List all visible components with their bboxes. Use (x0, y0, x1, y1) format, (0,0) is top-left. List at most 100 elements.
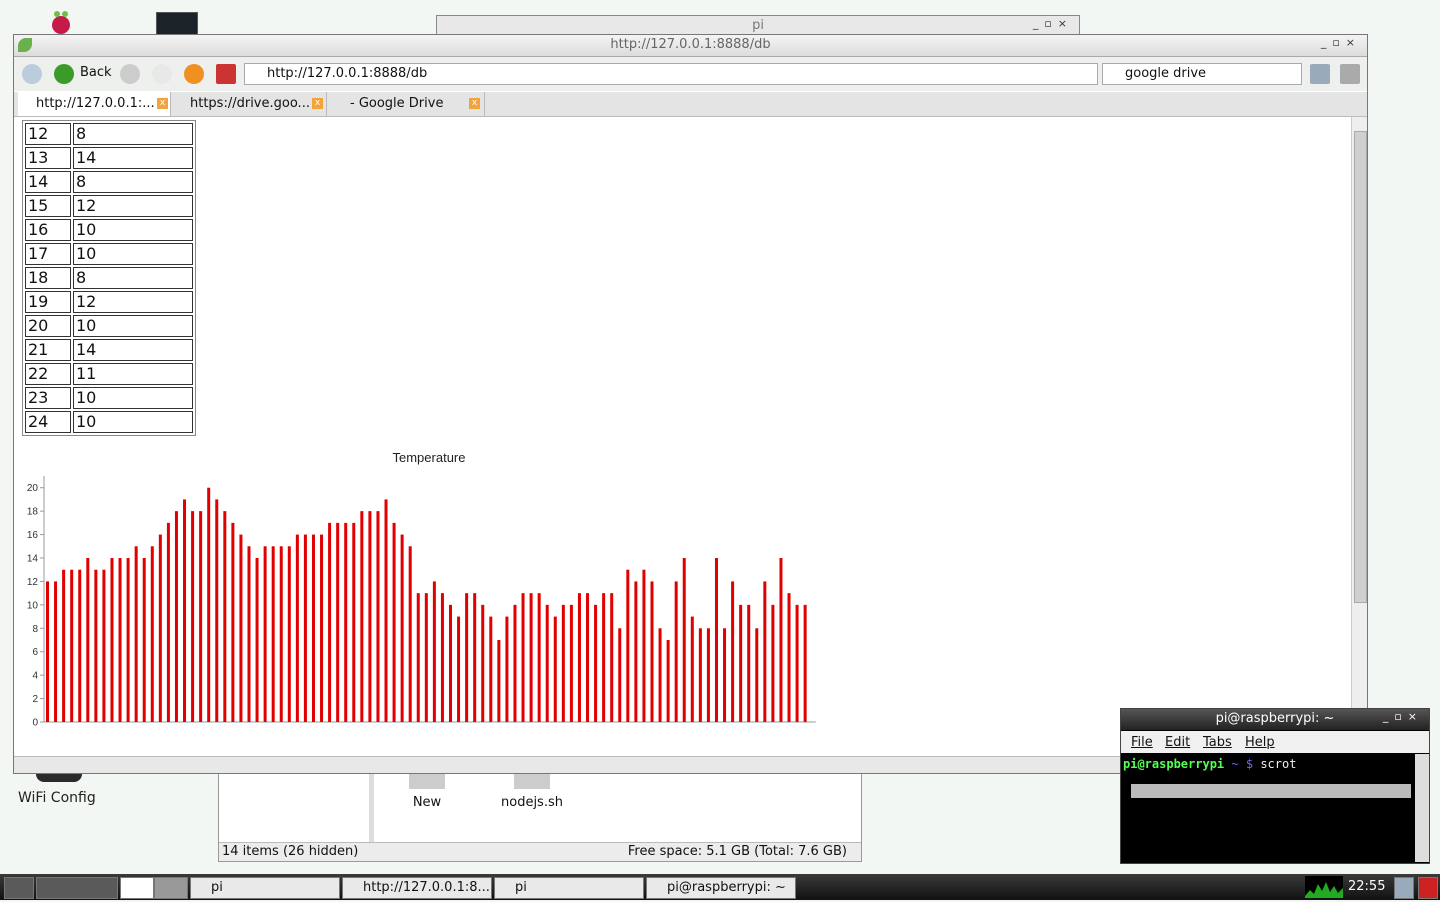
task-pi-2[interactable]: pi (494, 877, 644, 899)
chart-bar (223, 511, 227, 722)
chart-bar (376, 511, 380, 722)
tab-local-db[interactable]: http://127.0.0.1:... x (18, 92, 171, 116)
address-bar[interactable]: http://127.0.0.1:8888/db (244, 63, 1098, 85)
new-tab-icon[interactable] (22, 64, 42, 84)
scrollbar-thumb[interactable] (1354, 131, 1367, 603)
task-browser[interactable]: http://127.0.0.1:8... (342, 877, 492, 899)
launcher-icons[interactable] (36, 877, 118, 899)
hour-cell: 13 (25, 147, 71, 169)
chart-bar (626, 569, 630, 722)
task-label: pi (515, 880, 527, 895)
chart-bar (215, 499, 219, 722)
selection-highlight (1131, 784, 1411, 798)
trash-icon[interactable] (1310, 64, 1330, 84)
file-item-nodejs[interactable]: nodejs.sh (501, 771, 563, 810)
table-row: 22 11 (25, 363, 193, 385)
chart-bar (287, 546, 291, 722)
chart-bar (70, 569, 74, 722)
menu-tabs[interactable]: Tabs (1203, 735, 1232, 750)
chart-bar (602, 593, 606, 722)
table-row: 19 12 (25, 291, 193, 313)
menu-file[interactable]: File (1131, 735, 1153, 750)
chart-bar (787, 593, 791, 722)
chart-bar (78, 569, 82, 722)
chart-bar (352, 522, 356, 722)
terminal-output[interactable]: pi@raspberrypi ~ $ scrot (1121, 754, 1413, 862)
task-pi[interactable]: pi (190, 877, 340, 899)
chart-bar (150, 546, 154, 722)
raspberry-icon[interactable] (48, 10, 74, 36)
menu-edit[interactable]: Edit (1165, 735, 1191, 750)
task-terminal[interactable]: pi@raspberrypi: ~ (646, 877, 796, 899)
temperature-cell: 10 (73, 243, 193, 265)
chart-bar (62, 569, 66, 722)
terminal-titlebar[interactable]: pi@raspberrypi: ~ _▫× (1121, 709, 1429, 730)
chart-bar (142, 558, 146, 722)
tab-close-icon[interactable]: x (469, 98, 480, 109)
chart-bar (674, 581, 678, 722)
chart-bar (521, 593, 525, 722)
terminal-desktop-icon[interactable] (156, 12, 198, 38)
menu-help[interactable]: Help (1245, 735, 1275, 750)
chart-bar (368, 511, 372, 722)
chart-bar (723, 628, 727, 722)
tab-close-icon[interactable]: x (157, 98, 168, 109)
browser-titlebar[interactable]: http://127.0.0.1:8888/db _▫× (14, 35, 1367, 57)
tab-close-icon[interactable]: x (312, 98, 323, 109)
chart-bar (497, 640, 501, 722)
back-arrow-icon[interactable] (54, 64, 74, 84)
menu-icon[interactable] (4, 877, 34, 899)
file-manager-sidebar-divider[interactable] (369, 771, 374, 843)
chart-bar (610, 593, 614, 722)
power-icon[interactable] (1418, 877, 1438, 899)
task-label: http://127.0.0.1:8... (363, 880, 490, 895)
screen-lock-icon[interactable] (1394, 877, 1414, 899)
settings-icon[interactable] (1340, 64, 1360, 84)
temperature-cell: 14 (73, 339, 193, 361)
stop-icon[interactable] (184, 64, 204, 84)
tab-drive[interactable]: https://drive.goo... x (172, 92, 327, 116)
chart-bar (658, 628, 662, 722)
terminal-menubar: File Edit Tabs Help (1121, 731, 1429, 753)
terminal-scrollbar[interactable] (1415, 754, 1429, 862)
chart-bar (336, 522, 340, 722)
desktop-switcher[interactable] (154, 877, 188, 899)
chart-bar (594, 604, 598, 722)
y-tick-label: 0 (32, 718, 38, 729)
bookmark-add-icon[interactable] (216, 64, 236, 84)
y-tick-label: 8 (32, 624, 38, 635)
chart-bar (489, 616, 493, 722)
window-controls[interactable]: _▫× (1320, 36, 1361, 49)
chart-bar (271, 546, 275, 722)
chart-bar (513, 604, 517, 722)
desktop-switcher[interactable] (120, 877, 154, 899)
tab-google-drive[interactable]: - Google Drive x (328, 92, 485, 116)
chart-bar (545, 604, 549, 722)
chart-bar (166, 522, 170, 722)
chart-bar (690, 616, 694, 722)
chart-bar (457, 616, 461, 722)
hour-cell: 19 (25, 291, 71, 313)
vertical-scrollbar[interactable] (1351, 117, 1367, 756)
chart-bar (634, 581, 638, 722)
command-text: scrot (1260, 757, 1297, 771)
skip-forward-icon[interactable] (152, 64, 172, 84)
hour-cell: 16 (25, 219, 71, 241)
chart-bar (747, 604, 751, 722)
wifi-config-label[interactable]: WiFi Config (18, 790, 96, 806)
clock[interactable]: 22:55 (1348, 879, 1386, 894)
back-button[interactable]: Back (80, 65, 112, 80)
file-item-new[interactable]: New (409, 771, 445, 810)
window-controls[interactable]: _▫× (1032, 17, 1073, 30)
search-text[interactable]: google drive (1125, 66, 1207, 81)
y-tick-label: 16 (27, 530, 39, 541)
address-text[interactable]: http://127.0.0.1:8888/db (267, 66, 428, 81)
chart-bar (561, 604, 565, 722)
forward-arrow-icon[interactable] (120, 64, 140, 84)
y-tick-label: 4 (32, 671, 38, 682)
search-bar[interactable]: google drive (1102, 63, 1302, 85)
item-count: 14 items (26 hidden) (222, 844, 359, 859)
table-row: 13 14 (25, 147, 193, 169)
window-controls[interactable]: _▫× (1382, 710, 1423, 723)
prompt-user: pi@raspberrypi (1123, 757, 1225, 771)
